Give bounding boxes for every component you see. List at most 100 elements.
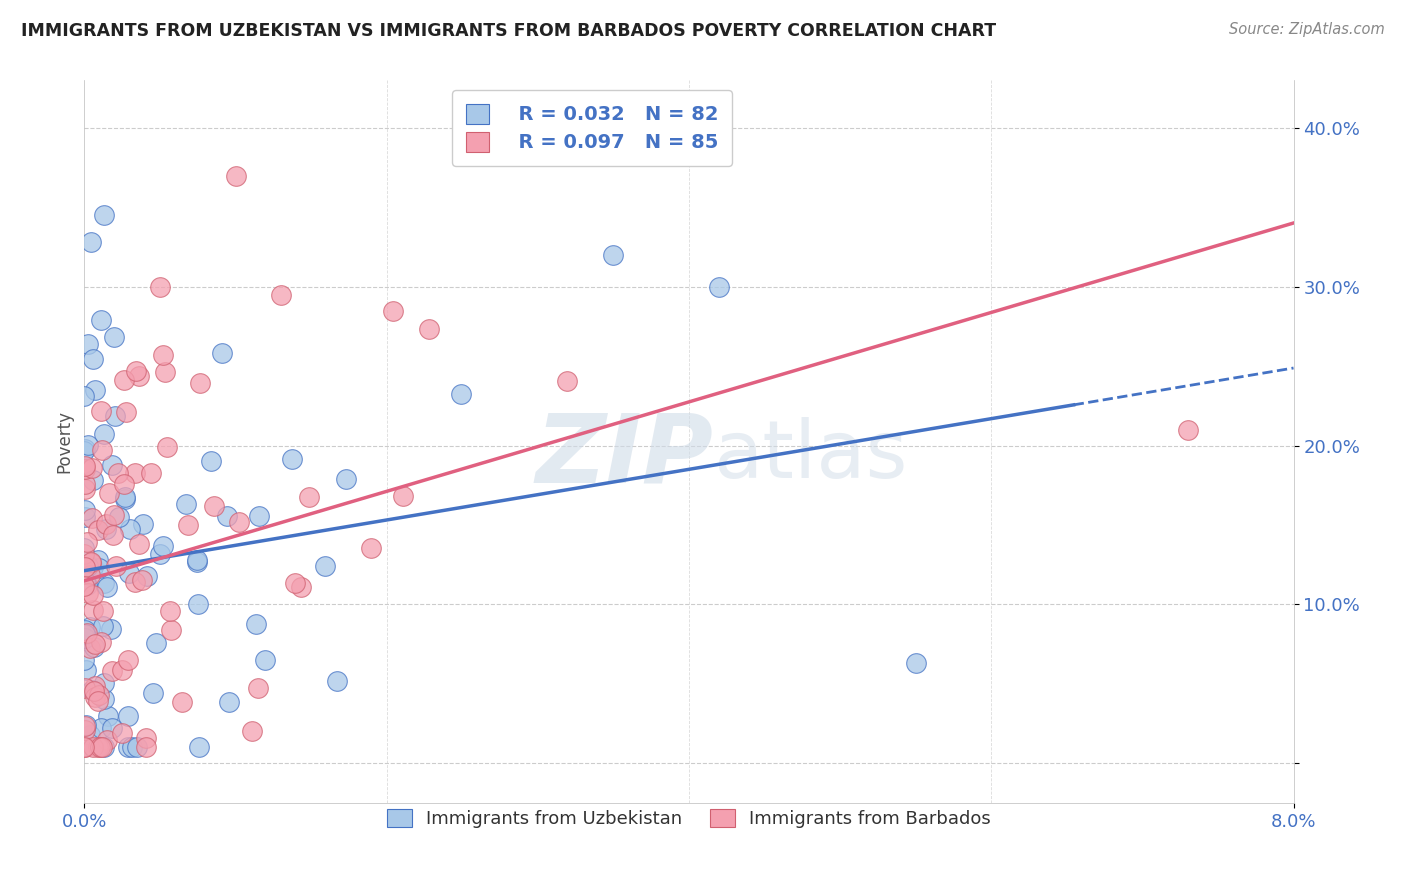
Point bbox=[117, 709, 139, 723]
Point bbox=[73, 739, 96, 753]
Point bbox=[76, 534, 98, 549]
Point bbox=[77, 337, 100, 351]
Point bbox=[93, 691, 115, 706]
Point bbox=[75, 459, 97, 474]
Point bbox=[602, 248, 624, 262]
Text: Source: ZipAtlas.com: Source: ZipAtlas.com bbox=[1229, 22, 1385, 37]
Point bbox=[555, 374, 578, 388]
Point bbox=[290, 580, 312, 594]
Point bbox=[75, 681, 97, 695]
Point bbox=[125, 740, 148, 755]
Point bbox=[84, 384, 107, 398]
Point bbox=[105, 558, 128, 573]
Point bbox=[73, 477, 96, 491]
Point bbox=[100, 622, 122, 636]
Point bbox=[77, 559, 100, 574]
Point bbox=[73, 626, 96, 640]
Point bbox=[80, 555, 103, 569]
Point bbox=[114, 490, 136, 504]
Point bbox=[381, 304, 404, 318]
Point bbox=[76, 626, 98, 640]
Point bbox=[82, 588, 104, 602]
Point bbox=[80, 683, 103, 698]
Point bbox=[91, 740, 114, 755]
Point bbox=[73, 547, 96, 561]
Point bbox=[75, 663, 97, 677]
Point bbox=[80, 511, 103, 525]
Point bbox=[96, 580, 118, 594]
Point bbox=[128, 537, 150, 551]
Point bbox=[93, 575, 115, 590]
Point bbox=[73, 482, 96, 496]
Point bbox=[125, 364, 148, 378]
Point bbox=[188, 376, 211, 390]
Point bbox=[103, 330, 125, 344]
Point bbox=[97, 486, 120, 500]
Point bbox=[152, 348, 174, 362]
Point bbox=[86, 740, 108, 755]
Point bbox=[90, 721, 112, 735]
Point bbox=[73, 574, 96, 588]
Point bbox=[103, 508, 125, 523]
Point bbox=[75, 718, 97, 732]
Point bbox=[314, 559, 336, 574]
Point bbox=[136, 568, 159, 582]
Point bbox=[94, 522, 117, 536]
Point bbox=[75, 503, 97, 517]
Point bbox=[254, 653, 277, 667]
Point bbox=[280, 452, 302, 467]
Point bbox=[360, 541, 382, 555]
Point bbox=[152, 539, 174, 553]
Point bbox=[202, 500, 225, 514]
Point bbox=[73, 461, 96, 475]
Point bbox=[73, 541, 96, 555]
Point bbox=[211, 346, 233, 360]
Point bbox=[96, 733, 118, 747]
Point bbox=[112, 477, 135, 491]
Point bbox=[97, 708, 120, 723]
Point bbox=[245, 616, 267, 631]
Point bbox=[82, 740, 104, 755]
Point bbox=[100, 458, 122, 473]
Point bbox=[89, 688, 111, 702]
Point bbox=[89, 740, 111, 755]
Point bbox=[96, 516, 118, 531]
Point bbox=[135, 731, 157, 745]
Point bbox=[73, 652, 96, 666]
Point bbox=[79, 567, 101, 582]
Point bbox=[101, 527, 124, 541]
Point bbox=[247, 681, 270, 696]
Point bbox=[82, 560, 104, 574]
Point bbox=[82, 351, 104, 366]
Point bbox=[114, 492, 136, 507]
Point bbox=[87, 553, 110, 567]
Point bbox=[117, 653, 139, 667]
Point bbox=[174, 497, 197, 511]
Point bbox=[77, 438, 100, 452]
Point bbox=[120, 522, 142, 536]
Point bbox=[156, 441, 179, 455]
Point bbox=[247, 508, 270, 523]
Point bbox=[298, 490, 321, 504]
Point bbox=[93, 676, 115, 690]
Point bbox=[84, 679, 107, 693]
Point bbox=[118, 566, 141, 581]
Point bbox=[83, 690, 105, 705]
Point bbox=[325, 674, 347, 689]
Point bbox=[73, 560, 96, 574]
Point bbox=[90, 635, 112, 649]
Point bbox=[73, 623, 96, 637]
Point bbox=[188, 740, 211, 755]
Point bbox=[225, 169, 247, 183]
Point bbox=[159, 604, 181, 618]
Point bbox=[73, 627, 96, 641]
Point bbox=[187, 597, 209, 611]
Point bbox=[80, 235, 103, 250]
Point bbox=[83, 637, 105, 651]
Point bbox=[79, 619, 101, 633]
Point bbox=[418, 322, 440, 336]
Point bbox=[93, 208, 115, 222]
Point bbox=[177, 517, 200, 532]
Point bbox=[73, 740, 96, 755]
Point bbox=[200, 454, 222, 468]
